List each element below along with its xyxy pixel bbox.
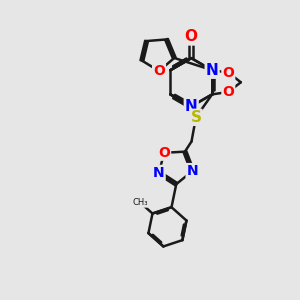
Text: O: O: [222, 66, 234, 80]
Text: O: O: [153, 64, 165, 78]
Text: N: N: [185, 99, 198, 114]
Text: CH₃: CH₃: [133, 198, 148, 207]
Text: N: N: [206, 63, 218, 78]
Text: N: N: [153, 166, 165, 180]
Text: S: S: [190, 110, 201, 125]
Text: O: O: [222, 85, 234, 99]
Text: O: O: [185, 29, 198, 44]
Text: O: O: [158, 146, 170, 160]
Text: N: N: [187, 164, 198, 178]
